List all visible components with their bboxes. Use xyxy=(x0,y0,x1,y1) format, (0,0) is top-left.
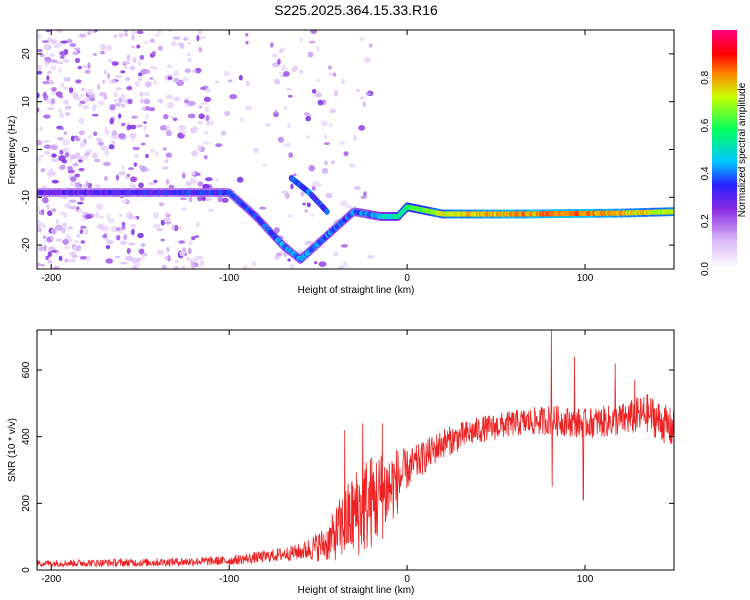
snr-y-tick-label: 0 xyxy=(21,567,32,573)
spectrogram-x-tick-label: -200 xyxy=(41,273,61,284)
snr-y-tick-label: 600 xyxy=(21,361,32,378)
colorbar-tick-label: 0.8 xyxy=(700,70,711,84)
spectrogram-y-tick-label: 20 xyxy=(21,48,32,60)
colorbar: 0.0 0.2 0.4 0.6 0.8 Normalized spectral ampl… xyxy=(700,30,748,276)
spectrogram-y-tick-label: 10 xyxy=(21,96,32,108)
snr-y-axis: 0 200 400 600 xyxy=(21,361,674,573)
snr-y-tick-label: 400 xyxy=(21,428,32,445)
snr-x-tick-label: 100 xyxy=(577,574,594,585)
snr-frame xyxy=(36,329,675,571)
spectrogram-y-axis: -20 -10 0 10 20 xyxy=(21,48,674,252)
colorbar-ticks: 0.0 0.2 0.4 0.6 0.8 xyxy=(700,70,711,276)
snr-x-axis: -200 -100 0 100 xyxy=(41,330,594,585)
snr-series-line xyxy=(36,329,675,568)
colorbar-tick-label: 0.4 xyxy=(700,166,711,180)
snr-y-label: SNR (10 * v/v) xyxy=(7,418,18,482)
spectrogram-x-tick-label: 100 xyxy=(577,273,594,284)
snr-panel: -200 -100 0 100 0 200 400 600 Height of straig… xyxy=(7,329,675,596)
figure-title: S225.2025.364.15.33.R16 xyxy=(274,2,438,18)
spectrogram-x-tick-label: -100 xyxy=(219,273,239,284)
spectrogram-y-label: Frequency (Hz) xyxy=(7,116,18,185)
spectrogram-y-tick-label: 0 xyxy=(21,146,32,152)
snr-x-tick-label: 0 xyxy=(404,574,410,585)
spectrogram-y-tick-label: -20 xyxy=(21,237,32,252)
spectrogram-x-axis: -200 -100 0 100 xyxy=(41,30,594,284)
snr-y-tick-label: 200 xyxy=(21,495,32,512)
spectrogram-x-tick-label: 0 xyxy=(404,273,410,284)
snr-x-label: Height of straight line (km) xyxy=(298,585,415,596)
snr-x-tick-label: -200 xyxy=(41,574,61,585)
spectrogram-image xyxy=(37,30,674,269)
colorbar-tick-label: 0.6 xyxy=(700,118,711,132)
colorbar-tick-label: 0.0 xyxy=(700,262,711,276)
snr-x-tick-label: -100 xyxy=(219,574,239,585)
spectrogram-x-label: Height of straight line (km) xyxy=(298,285,415,296)
colorbar-tick-label: 0.2 xyxy=(700,214,711,228)
spectrogram-y-tick-label: -10 xyxy=(21,190,32,205)
colorbar-gradient xyxy=(712,30,737,269)
colorbar-label: Normalized spectral amplitude xyxy=(737,82,748,217)
